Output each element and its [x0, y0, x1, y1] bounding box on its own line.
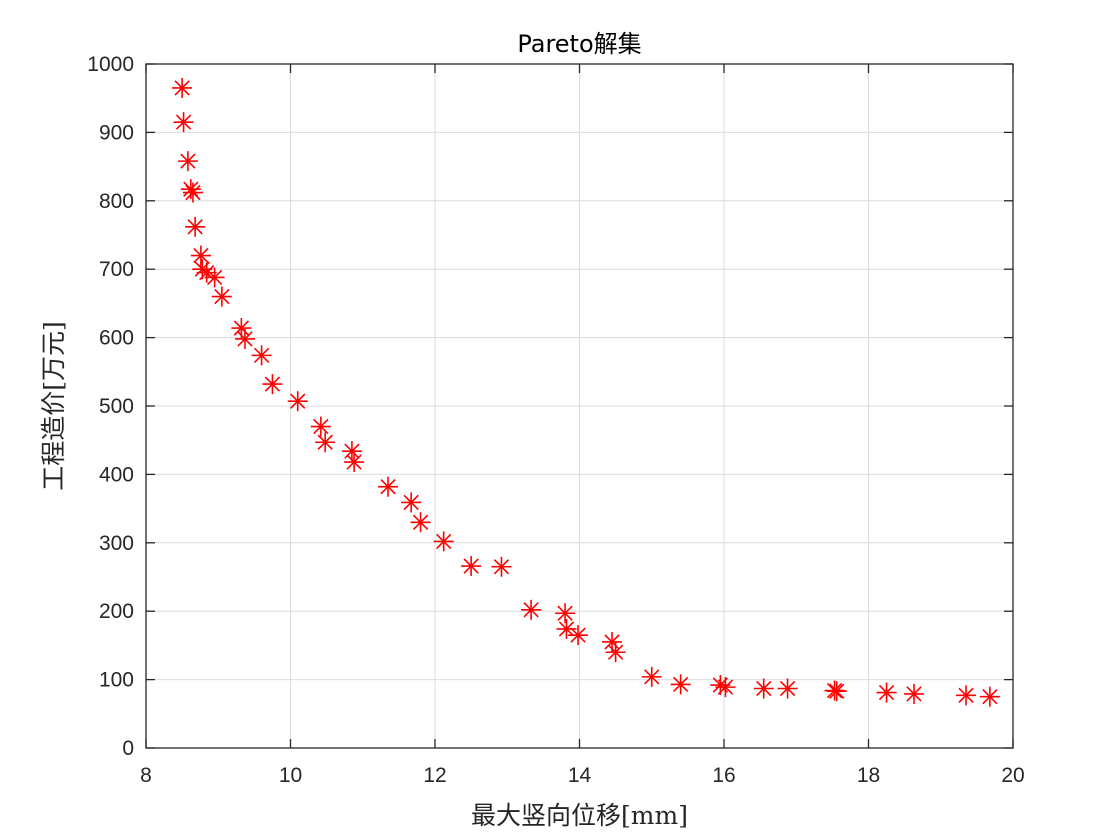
- data-point: [461, 556, 482, 577]
- data-point: [956, 685, 977, 706]
- data-point: [180, 179, 201, 200]
- data-point: [172, 77, 193, 98]
- x-tick-label: 18: [857, 764, 880, 787]
- data-point: [979, 686, 1000, 707]
- data-point: [521, 599, 542, 620]
- data-point: [234, 328, 255, 349]
- data-point: [715, 677, 736, 698]
- data-point: [251, 345, 272, 366]
- x-tick-label: 8: [140, 764, 152, 787]
- x-tick-label: 10: [279, 764, 302, 787]
- data-point: [491, 556, 512, 577]
- y-tick-label: 900: [99, 121, 134, 144]
- data-point: [555, 603, 576, 624]
- data-point: [287, 391, 308, 412]
- data-point: [177, 151, 198, 172]
- y-tick-label: 200: [99, 600, 134, 623]
- data-point: [173, 112, 194, 133]
- x-tick-label: 14: [568, 764, 592, 787]
- data-point: [401, 492, 422, 513]
- y-tick-label: 600: [99, 327, 134, 350]
- data-point: [262, 374, 283, 395]
- data-point: [182, 182, 203, 203]
- tick-labels: 8 10 12 14 16 18 20010020030040050060070080090…: [87, 53, 1024, 787]
- y-tick-label: 0: [122, 737, 134, 760]
- x-axis-label: 最大竖向位移[mm]: [471, 801, 688, 830]
- data-point: [568, 625, 589, 646]
- data-point: [753, 678, 774, 699]
- y-tick-label: 500: [99, 395, 134, 418]
- data-point: [378, 476, 399, 497]
- ticks: [145, 63, 1014, 749]
- data-point: [310, 416, 331, 437]
- y-axis-label: 工程造价[万元]: [39, 321, 68, 491]
- x-tick-label: 20: [1001, 764, 1024, 787]
- data-point: [904, 683, 925, 704]
- y-tick-label: 100: [99, 669, 134, 692]
- data-point: [211, 286, 232, 307]
- grid: [146, 64, 1013, 748]
- data-point: [641, 666, 662, 687]
- y-tick-label: 300: [99, 532, 134, 555]
- chart-title: Pareto解集: [517, 30, 641, 58]
- data-point: [826, 681, 847, 702]
- data-point: [410, 512, 431, 533]
- data-point: [777, 678, 798, 699]
- y-tick-label: 1000: [87, 53, 134, 76]
- data-point: [344, 452, 365, 473]
- data-point: [556, 618, 577, 639]
- x-tick-label: 16: [712, 764, 735, 787]
- data-point: [185, 216, 206, 237]
- data-point: [876, 682, 897, 703]
- y-tick-label: 700: [99, 258, 134, 281]
- x-tick-label: 12: [423, 764, 446, 787]
- data-point: [315, 432, 336, 453]
- data-point: [433, 531, 454, 552]
- y-tick-label: 800: [99, 190, 134, 213]
- data-point: [605, 642, 626, 663]
- data-point: [196, 262, 217, 283]
- data-point: [670, 674, 691, 695]
- data-points: [172, 77, 1000, 707]
- y-tick-label: 400: [99, 463, 134, 486]
- data-point: [204, 267, 225, 288]
- data-point: [190, 245, 211, 266]
